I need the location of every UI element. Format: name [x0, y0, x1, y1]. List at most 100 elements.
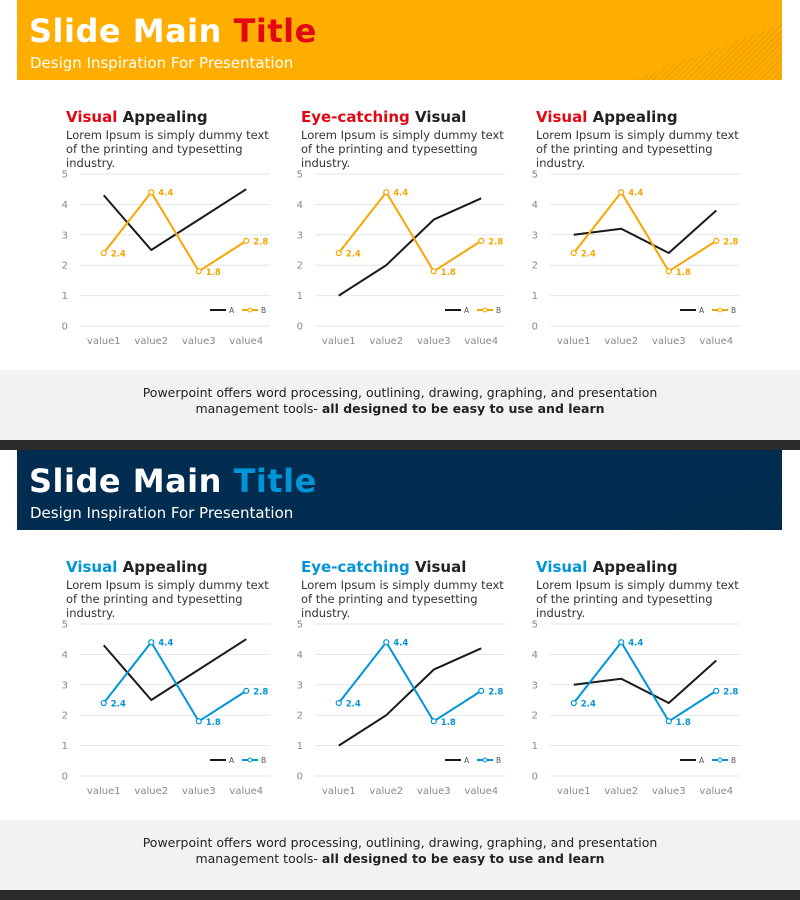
slide-header: Slide Main Title Design Inspiration For …: [17, 0, 782, 80]
y-tick-label: 4: [532, 200, 538, 211]
x-tick-label: value3: [652, 336, 686, 347]
data-label: 2.4: [111, 250, 126, 260]
series-b-point: [383, 639, 390, 646]
y-tick-label: 2: [297, 711, 303, 722]
legend-label: B: [496, 306, 501, 315]
panel-title: Visual Appealing: [66, 108, 208, 126]
panel-title-accent: Visual: [66, 108, 118, 126]
legend-marker: [482, 757, 488, 763]
panel-title-accent: Visual: [536, 108, 588, 126]
title-prefix: Slide Main: [29, 12, 222, 50]
panel-description: Lorem Ipsum is simply dummy text of the …: [66, 128, 269, 170]
legend-label: A: [464, 306, 470, 315]
data-label: 4.4: [393, 189, 408, 199]
panel-title: Visual Appealing: [66, 558, 208, 576]
footer-text-bold: all designed to be easy to use and learn: [321, 851, 605, 866]
y-tick-label: 2: [532, 261, 538, 272]
x-tick-label: value3: [182, 786, 216, 797]
series-b-point: [570, 249, 577, 257]
y-tick-label: 5: [532, 170, 538, 181]
legend-label: A: [229, 306, 235, 315]
data-label: 4.4: [393, 639, 408, 649]
footer-text-line2: management tools- all designed to be eas…: [0, 851, 800, 867]
data-label: 2.8: [723, 237, 738, 247]
panel-title: Visual Appealing: [536, 108, 678, 126]
legend-label: A: [699, 306, 705, 315]
y-tick-label: 1: [297, 741, 303, 752]
panel-title: Eye-catching Visual: [301, 108, 466, 126]
series-b-point: [243, 237, 250, 244]
panel-title-accent: Visual: [536, 558, 588, 576]
series-b-line: [102, 641, 247, 723]
y-tick-label: 0: [532, 772, 538, 783]
series-b-point: [570, 699, 577, 707]
footer-text-plain: management tools-: [195, 401, 318, 416]
slide-navy: Slide Main Title Design Inspiration For …: [0, 450, 800, 890]
y-tick-label: 1: [532, 741, 538, 752]
data-label: 2.8: [253, 687, 268, 697]
data-label: 1.8: [206, 718, 221, 728]
y-tick-label: 5: [532, 620, 538, 631]
data-label: 2.4: [581, 700, 596, 710]
title-prefix: Slide Main: [29, 462, 222, 500]
x-tick-label: value3: [417, 786, 451, 797]
slide-main-title: Slide Main Title: [29, 462, 317, 500]
data-label: 2.4: [111, 700, 126, 710]
series-b-point: [430, 718, 437, 725]
x-tick-label: value2: [369, 336, 403, 347]
legend-label: B: [496, 756, 501, 765]
data-label: 1.8: [441, 268, 456, 278]
series-b-point: [195, 268, 202, 275]
y-tick-label: 4: [297, 650, 303, 661]
chart-panel-3: Visual Appealing Lorem Ipsum is simply d…: [470, 450, 739, 820]
panel-title-rest: Appealing: [592, 108, 678, 126]
y-tick-label: 2: [532, 711, 538, 722]
legend-marker: [482, 307, 488, 313]
data-label: 4.4: [158, 639, 173, 649]
footer-text-line2: management tools- all designed to be eas…: [0, 401, 800, 417]
panel-title-accent: Visual: [66, 558, 118, 576]
y-tick-label: 1: [297, 291, 303, 302]
footer-text-plain: management tools-: [195, 851, 318, 866]
slide-header: Slide Main Title Design Inspiration For …: [17, 450, 782, 530]
series-b-point: [195, 718, 202, 725]
series-b-point: [478, 687, 485, 694]
x-tick-label: value1: [557, 786, 591, 797]
y-tick-label: 1: [62, 291, 68, 302]
x-tick-label: value1: [87, 786, 121, 797]
slide-footer: Powerpoint offers word processing, outli…: [0, 370, 800, 440]
data-label: 2.8: [488, 237, 503, 247]
data-label: 2.8: [253, 237, 268, 247]
panel-title: Eye-catching Visual: [301, 558, 466, 576]
x-tick-label: value2: [604, 336, 638, 347]
slide-subtitle: Design Inspiration For Presentation: [30, 504, 294, 522]
legend-label: B: [731, 756, 736, 765]
legend-label: B: [261, 756, 266, 765]
series-b-line: [337, 641, 482, 723]
series-b-point: [243, 687, 250, 694]
chart-panel-3: Visual Appealing Lorem Ipsum is simply d…: [470, 0, 739, 370]
footer-text-line1: Powerpoint offers word processing, outli…: [142, 835, 658, 850]
series-b-line: [572, 641, 717, 723]
y-tick-label: 4: [62, 200, 68, 211]
title-accent-word: Title: [233, 462, 317, 500]
data-label: 4.4: [628, 639, 643, 649]
data-label: 2.8: [723, 687, 738, 697]
x-tick-label: value1: [322, 336, 356, 347]
y-tick-label: 5: [297, 170, 303, 181]
chart-panel-2: Eye-catching Visual Lorem Ipsum is simpl…: [235, 450, 504, 820]
series-a-line: [338, 647, 482, 747]
data-label: 2.4: [346, 250, 361, 260]
y-tick-label: 4: [297, 200, 303, 211]
y-tick-label: 1: [532, 291, 538, 302]
series-b-point: [100, 249, 107, 257]
slide-subtitle: Design Inspiration For Presentation: [30, 54, 294, 72]
series-b-point: [478, 237, 485, 244]
series-b-point: [713, 237, 720, 244]
y-tick-label: 4: [62, 650, 68, 661]
legend-marker: [717, 307, 723, 313]
series-b-line: [102, 191, 247, 273]
panel-title-rest: Appealing: [592, 558, 678, 576]
footer-text-line1: Powerpoint offers word processing, outli…: [142, 385, 658, 400]
data-label: 1.8: [676, 268, 691, 278]
